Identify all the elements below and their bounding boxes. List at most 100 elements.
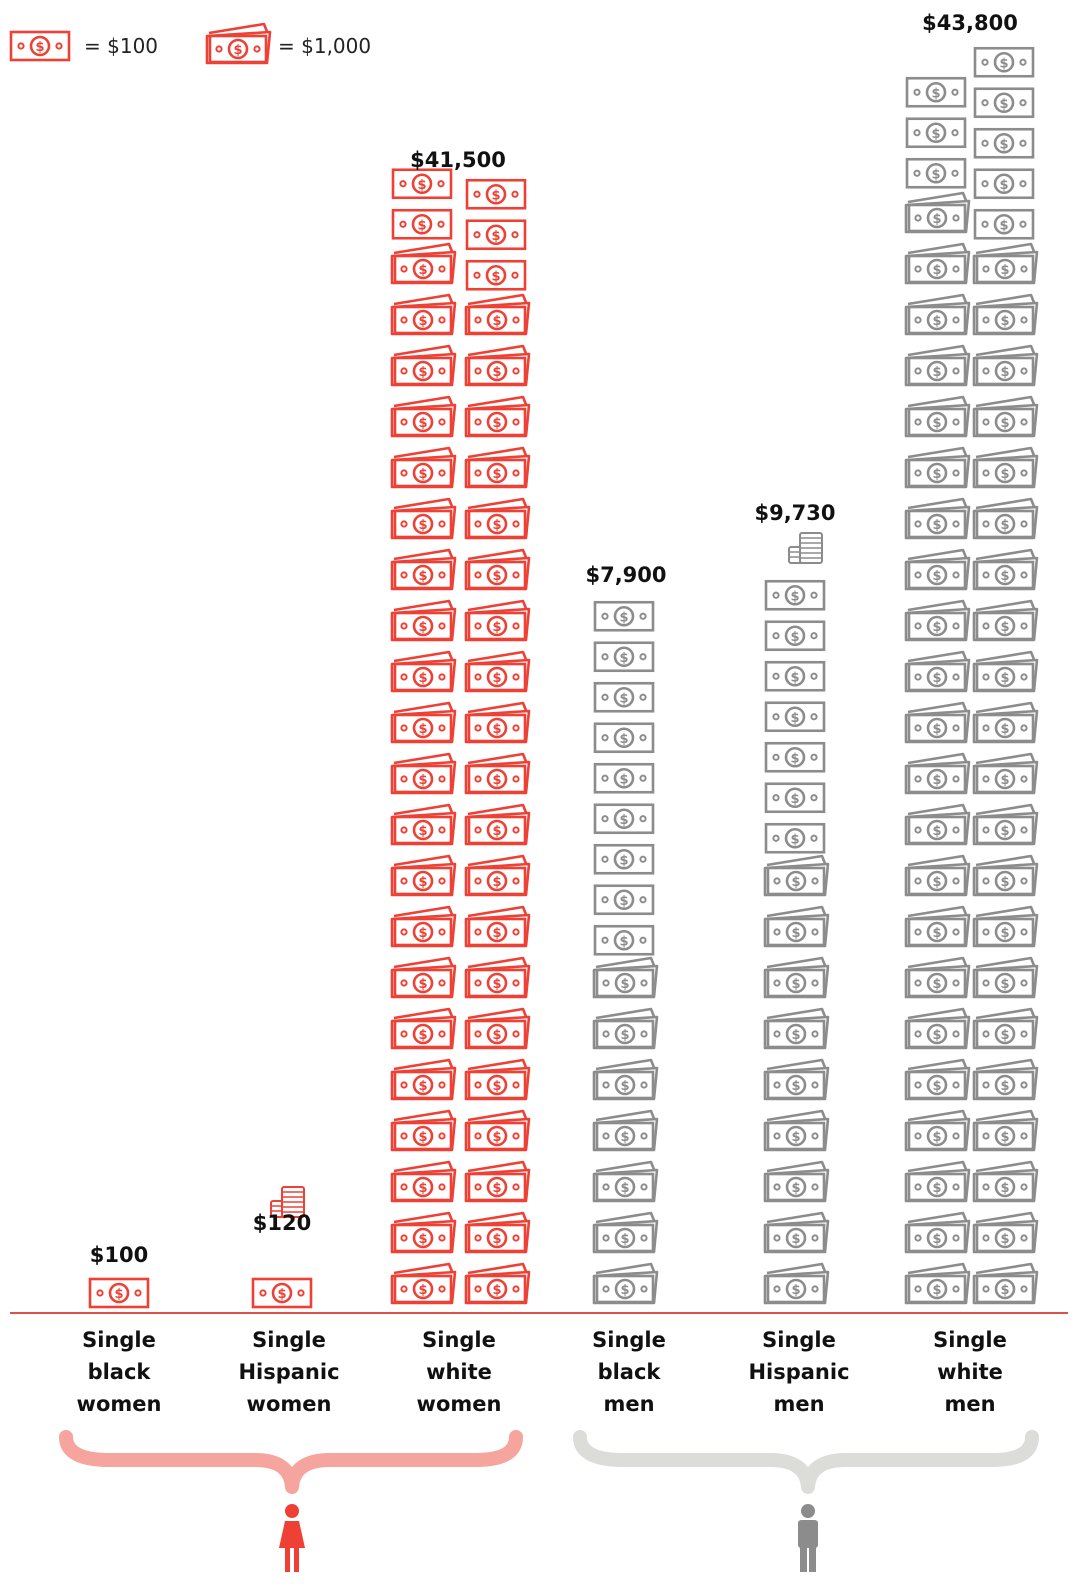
legend-item-single-bill: = $100 [9, 30, 158, 62]
single-bill-single-white-men-49 [905, 76, 967, 108]
single-bill-single-white-men-46 [973, 127, 1035, 159]
coins-single-hispanic-men [788, 532, 823, 564]
single-bill-single-white-women-44 [465, 178, 527, 210]
bill-stack-single-hispanic-men-6 [763, 956, 830, 999]
bill-stack-single-white-men-15 [904, 497, 971, 540]
svg-text:Hispanic: Hispanic [238, 1360, 339, 1384]
svg-text:women: women [247, 1392, 332, 1416]
bill-stack-single-black-men-0 [592, 1262, 659, 1305]
legend-label-single-bill: = $100 [84, 34, 158, 58]
single-bill-single-black-men-10 [593, 803, 655, 835]
bill-stack-single-hispanic-men-4 [763, 1058, 830, 1101]
category-label-single-white-men: Single white men [933, 1328, 1007, 1416]
single-bill-single-hispanic-men-13 [764, 660, 826, 692]
bill-stack-single-white-women-38 [464, 395, 531, 438]
value-label-single-hispanic-men: $9,730 [754, 501, 835, 525]
bill-stack-single-white-men-30 [972, 854, 1039, 897]
bill-stack-single-black-men-1 [592, 1211, 659, 1254]
bill-stack-single-white-women-5 [390, 1007, 457, 1050]
bill-stack-single-white-women-22 [464, 1211, 531, 1254]
single-bill-single-black-men-9 [593, 843, 655, 875]
bill-stack-single-hispanic-men-7 [763, 905, 830, 948]
bill-stack-single-white-men-5 [904, 1007, 971, 1050]
bill-stack-single-white-men-37 [972, 497, 1039, 540]
svg-text:Single: Single [762, 1328, 836, 1352]
bill-stack-single-white-men-13 [904, 599, 971, 642]
svg-text:white: white [426, 1360, 492, 1384]
man-icon [798, 1504, 818, 1572]
svg-text:white: white [937, 1360, 1003, 1384]
bill-stack-single-white-women-3 [390, 1109, 457, 1152]
category-label-single-white-women: Single white women [417, 1328, 502, 1416]
bill-stack-single-white-men-8 [904, 854, 971, 897]
bill-stack-single-hispanic-men-2 [763, 1160, 830, 1203]
bill-stack-single-white-men-24 [972, 1160, 1039, 1203]
bill-stack-single-white-men-17 [904, 395, 971, 438]
svg-text:men: men [944, 1392, 995, 1416]
bill-stack-single-white-women-9 [390, 803, 457, 846]
bill-stack-single-white-men-14 [904, 548, 971, 591]
bill-stack-single-white-men-20 [904, 242, 971, 285]
bill-stack-single-white-men-22 [972, 1262, 1039, 1305]
bill-stack-single-white-men-4 [904, 1058, 971, 1101]
bill-stack-single-white-women-18 [390, 344, 457, 387]
svg-text:Single: Single [252, 1328, 326, 1352]
bill-stack-single-white-women-14 [390, 548, 457, 591]
bill-stack-single-white-women-28 [464, 905, 531, 948]
bill-stack-single-white-women-17 [390, 395, 457, 438]
value-label-single-white-men: $43,800 [922, 11, 1018, 35]
single-bill-icon [9, 30, 71, 62]
bill-stack-single-white-men-11 [904, 701, 971, 744]
bill-stack-single-white-women-20 [390, 242, 457, 285]
bill-stack-single-black-men-2 [592, 1160, 659, 1203]
category-label-single-black-men: Single black men [592, 1328, 666, 1416]
single-bill-single-black-women-0 [88, 1277, 150, 1309]
bill-stack-single-white-women-0 [390, 1262, 457, 1305]
value-label-single-hispanic-women: $120 [253, 1211, 311, 1235]
bill-stack-single-white-women-32 [464, 701, 531, 744]
bill-stack-single-white-men-35 [972, 599, 1039, 642]
men-group-brace [573, 1430, 1039, 1494]
value-label-single-white-women: $41,500 [410, 148, 506, 172]
bill-stack-single-white-women-30 [464, 803, 531, 846]
single-bill-single-white-men-50 [973, 46, 1035, 78]
bill-stack-single-white-men-42 [972, 242, 1039, 285]
bill-stack-single-white-men-29 [972, 905, 1039, 948]
single-bill-single-hispanic-men-14 [764, 620, 826, 652]
bill-stack-single-white-women-24 [464, 1109, 531, 1152]
svg-text:women: women [77, 1392, 162, 1416]
single-bill-single-black-men-13 [593, 681, 655, 713]
value-label-single-black-women: $100 [90, 1243, 148, 1267]
bill-stack-single-black-men-4 [592, 1058, 659, 1101]
single-bill-single-hispanic-men-11 [764, 741, 826, 773]
svg-text:men: men [773, 1392, 824, 1416]
bill-stack-single-white-men-9 [904, 803, 971, 846]
bill-stack-single-white-men-19 [904, 293, 971, 336]
single-bill-single-hispanic-men-9 [764, 822, 826, 854]
single-bill-single-white-women-43 [391, 208, 453, 240]
svg-text:Single: Single [82, 1328, 156, 1352]
bill-stack-single-white-women-4 [390, 1058, 457, 1101]
bill-stack-single-white-men-26 [972, 1058, 1039, 1101]
bill-stack-single-white-women-19 [390, 293, 457, 336]
bill-stack-single-white-men-23 [972, 1211, 1039, 1254]
category-label-single-hispanic-men: Single Hispanic men [748, 1328, 849, 1416]
bill-stack-single-black-men-5 [592, 1007, 659, 1050]
bill-stack-single-white-men-39 [972, 395, 1039, 438]
svg-text:Hispanic: Hispanic [748, 1360, 849, 1384]
bill-stack-single-white-men-10 [904, 752, 971, 795]
bill-stack-single-white-men-16 [904, 446, 971, 489]
category-labels: Single black women Single Hispanic women… [77, 1328, 1007, 1416]
bill-stack-single-white-women-12 [390, 650, 457, 693]
value-labels: $100 $120 $41,500 $7,900 $9,730 $43,800 [90, 11, 1018, 1267]
bill-stack-single-white-women-7 [390, 905, 457, 948]
bill-stack-single-black-men-3 [592, 1109, 659, 1152]
bill-stack-single-hispanic-men-5 [763, 1007, 830, 1050]
single-bill-single-black-men-8 [593, 884, 655, 916]
single-bill-single-white-men-43 [973, 208, 1035, 240]
bill-stack-single-white-women-33 [464, 650, 531, 693]
bill-stack-single-white-women-21 [464, 1262, 531, 1305]
bill-stack-single-white-women-25 [464, 1058, 531, 1101]
bill-stack-single-white-women-13 [390, 599, 457, 642]
bill-stack-icon [205, 22, 272, 65]
